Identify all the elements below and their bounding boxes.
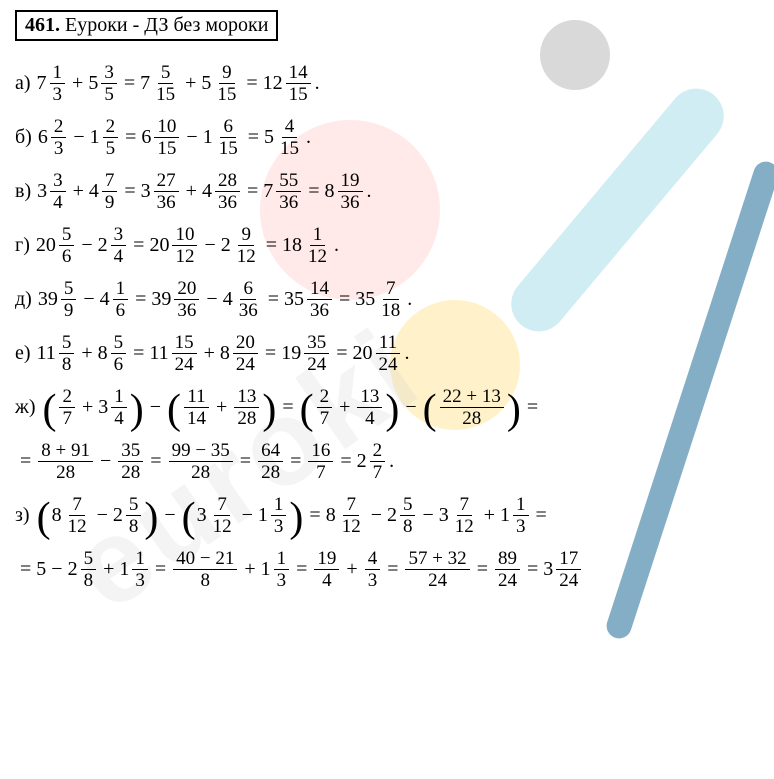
item-label: з) (15, 491, 30, 539)
item-zh-cont: = 8 + 9128 − 3528 = 99 − 3528 = 6428 = 1… (15, 437, 759, 485)
item-z-cont: = 5 − 258 + 113 = 40 − 218 + 113 = 194 +… (15, 545, 759, 593)
item-e: е) 1158 + 856 = 111524 + 82024 = 193524 … (15, 329, 759, 377)
item-label: а) (15, 59, 31, 107)
item-d: д) 3959 − 416 = 392036 − 4636 = 351436 =… (15, 275, 759, 323)
header-box: 461. Еуроки - ДЗ без мороки (15, 10, 278, 41)
item-z: з) ( 8712 − 258 ) − ( 3712 − 113 ) = 871… (15, 491, 759, 539)
item-zh: ж) ( 27 + 314 ) − ( 1114 + 1328 ) = ( 27… (15, 383, 759, 431)
item-label: г) (15, 221, 30, 269)
header-text: Еуроки - ДЗ без мороки (65, 14, 268, 36)
page-content: 461. Еуроки - ДЗ без мороки а) 713 + 535… (15, 10, 759, 593)
item-b: б) 623 − 125 = 61015 − 1615 = 5415. (15, 113, 759, 161)
item-label: е) (15, 329, 31, 377)
item-a: а) 713 + 535 = 7515 + 5915 = 121415. (15, 59, 759, 107)
item-g: г) 2056 − 234 = 201012 − 2912 = 18112. (15, 221, 759, 269)
item-label: в) (15, 167, 31, 215)
item-label: б) (15, 113, 32, 161)
item-label: д) (15, 275, 32, 323)
item-label: ж) (15, 383, 35, 431)
item-v: в) 334 + 479 = 32736 + 42836 = 75536 = 8… (15, 167, 759, 215)
exercise-number: 461. (25, 14, 60, 36)
